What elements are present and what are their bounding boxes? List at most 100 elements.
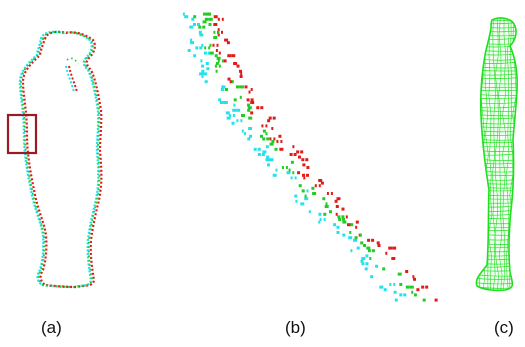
cyan-point [394, 298, 398, 302]
cyan-point [201, 75, 204, 78]
cyan-point [348, 236, 353, 240]
mesh-ring [476, 36, 518, 40]
green-point [224, 88, 228, 91]
green-point [233, 98, 237, 102]
red-point [336, 197, 341, 201]
mesh-ring [476, 129, 518, 133]
mesh-ring [476, 161, 518, 165]
red-point [250, 101, 255, 104]
green-point [285, 166, 288, 169]
mesh-meridian [498, 18, 503, 291]
green-point [215, 62, 219, 65]
red-point [248, 90, 251, 94]
cyan-point [204, 51, 207, 55]
cyan-point [221, 85, 226, 89]
cyan-point [184, 15, 189, 19]
red-point [268, 116, 272, 120]
mesh-ring [476, 72, 518, 76]
cyan-point [361, 262, 365, 266]
green-point [208, 23, 212, 26]
cyan-point [190, 41, 195, 45]
silhouette-inner-arm-line [65, 57, 79, 93]
cyan-point [233, 103, 236, 107]
green-point [247, 108, 251, 112]
mesh-ring [476, 41, 518, 45]
red-point [298, 155, 301, 159]
cyan-point [275, 168, 278, 172]
red-point [421, 285, 425, 289]
green-point [325, 202, 328, 206]
mesh-ring [476, 149, 518, 152]
red-point [335, 212, 338, 216]
cyan-point [193, 54, 197, 58]
panel-a-silhouette [6, 30, 103, 289]
red-point [213, 15, 218, 19]
green-point [221, 59, 224, 63]
cyan-point [257, 147, 261, 151]
cyan-point [244, 132, 246, 136]
cyan-point [201, 64, 205, 68]
red-point [239, 69, 242, 73]
green-point [266, 137, 270, 141]
cyan-point [220, 88, 224, 91]
cyan-point [356, 246, 360, 250]
cyan-point [208, 51, 211, 55]
cyan-point [203, 72, 208, 76]
mesh-ring [476, 45, 518, 48]
red-point [217, 28, 220, 32]
cyan-point [195, 46, 199, 50]
green-point [422, 298, 426, 302]
mesh-ring [476, 244, 518, 249]
mesh-ring [476, 173, 518, 176]
cyan-point [247, 137, 251, 141]
red-point [388, 246, 393, 250]
green-point [409, 285, 414, 289]
red-point [347, 223, 351, 227]
mesh-ring [476, 133, 518, 136]
cyan-point [319, 218, 322, 221]
red-point [244, 85, 248, 89]
cyan-point [403, 293, 407, 297]
cyan-point [323, 218, 326, 221]
cyan-point [290, 176, 293, 180]
mesh-ring [476, 269, 518, 272]
cyan-point [182, 12, 185, 16]
zoom-region-box [6, 113, 38, 155]
green-point [323, 212, 327, 216]
green-point [367, 249, 371, 253]
mesh-ring [476, 69, 518, 72]
red-point [267, 119, 271, 123]
cyan-point [231, 121, 235, 125]
cyan-point [365, 262, 369, 266]
mesh-meridian [491, 18, 496, 291]
cyan-point [200, 59, 203, 63]
cyan-point [199, 46, 203, 50]
red-point [224, 38, 229, 42]
mesh-ring [476, 25, 518, 29]
red-point [434, 298, 438, 302]
point-set-red [207, 12, 438, 302]
green-point [235, 85, 240, 89]
mesh-meridian [502, 18, 507, 291]
red-point [293, 153, 297, 156]
cyan-point [375, 264, 379, 268]
mesh-ring [476, 141, 518, 144]
red-point [271, 127, 274, 130]
green-point [239, 85, 244, 89]
green-point [359, 233, 362, 237]
cyan-point [249, 134, 253, 138]
mesh-meridian [494, 18, 499, 291]
cyan-point [383, 288, 387, 292]
panel-b-zoom-points [182, 12, 438, 302]
mesh-ring [476, 125, 518, 129]
green-point [214, 64, 217, 68]
green-point [208, 46, 211, 50]
red-point [306, 173, 309, 177]
mesh-ring [476, 157, 518, 161]
mesh-meridian [515, 18, 518, 291]
cyan-point [187, 49, 191, 52]
green-point [204, 17, 209, 21]
red-point [392, 246, 397, 250]
panel-c-mesh-body [475, 17, 518, 292]
red-point [231, 54, 236, 58]
